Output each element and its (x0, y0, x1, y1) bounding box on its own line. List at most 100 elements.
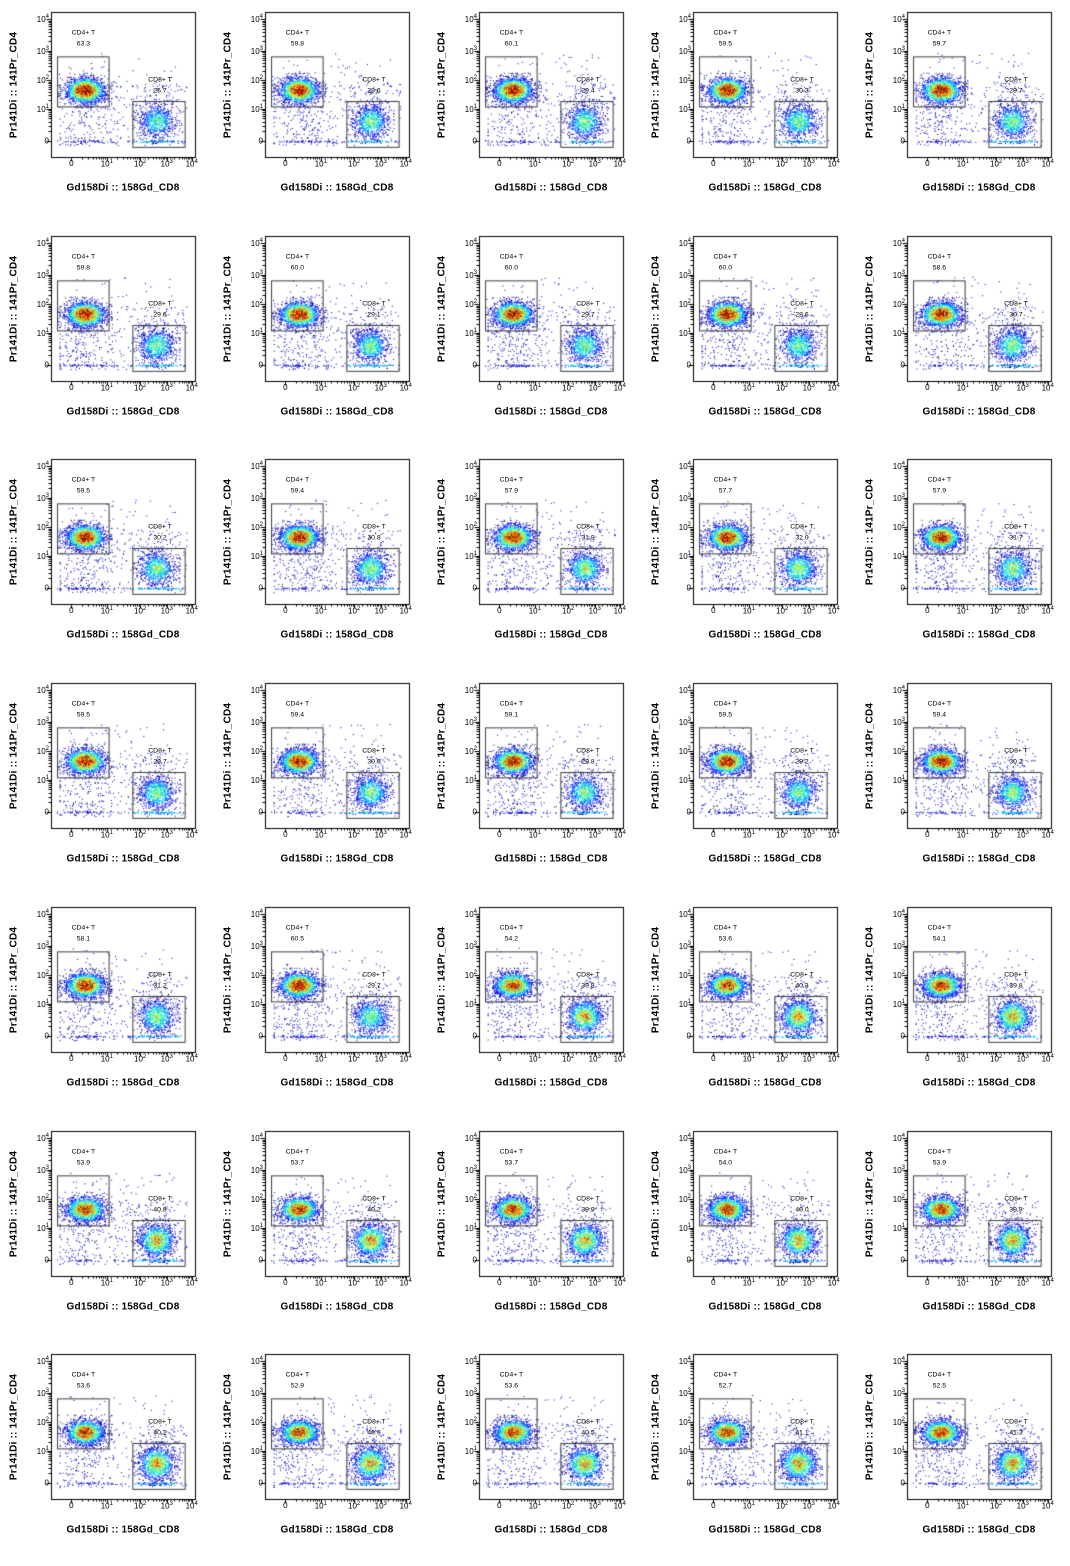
density-scatter-canvas (428, 1119, 642, 1343)
y-tick-label: 0 (258, 1478, 263, 1488)
x-tick-label: 103 (802, 159, 815, 169)
x-tick-label: 104 (1041, 383, 1054, 393)
x-tick-label: 101 (314, 830, 327, 840)
cd8-gate-percentage: 30.2 (1009, 758, 1023, 766)
y-tick-label: 102 (892, 75, 905, 86)
x-tick-label: 104 (1041, 1278, 1054, 1288)
flow-panel-r2c1: Gd158Di :: 158Gd_CD8 Pr141Di :: 141Pr_CD4… (0, 224, 214, 448)
cd4-gate-label: CD4+ T (71, 476, 96, 484)
cd4-gate-label: CD4+ T (285, 253, 310, 261)
y-tick-label: 0 (900, 1031, 905, 1041)
x-tick-label: 101 (314, 159, 327, 169)
x-axis-title: Gd158Di :: 158Gd_CD8 (708, 1524, 822, 1536)
density-scatter-canvas (642, 671, 856, 895)
cd4-gate-percentage: 52.5 (932, 1382, 947, 1390)
cd8-gate-percentage: 31.7 (1009, 534, 1023, 542)
x-tick-label: 102 (776, 1278, 789, 1288)
x-tick-label: 103 (160, 383, 173, 393)
y-tick-label: 103 (464, 941, 477, 951)
x-tick-label: 0 (711, 606, 716, 615)
x-tick-label: 102 (776, 606, 789, 616)
x-tick-label: 104 (613, 383, 626, 393)
cd8-gate-percentage: 29.1 (367, 311, 381, 319)
y-tick-label: 104 (464, 909, 477, 920)
y-tick-label: 102 (678, 970, 691, 981)
x-tick-label: 101 (528, 1054, 541, 1064)
x-tick-label: 101 (742, 159, 755, 169)
y-axis-title: Pr141Di :: 141Pr_CD4 (436, 31, 448, 138)
cd4-gate-label: CD4+ T (713, 29, 738, 37)
x-tick-label: 0 (711, 830, 716, 839)
x-tick-label: 103 (1016, 383, 1029, 393)
cd8-gate-percentage: 30.3 (795, 87, 809, 95)
cd4-gate-label: CD4+ T (285, 700, 310, 708)
x-tick-label: 103 (160, 606, 173, 616)
cd8-gate-percentage: 40.2 (367, 1206, 381, 1214)
y-tick-label: 0 (44, 1255, 49, 1265)
density-scatter-canvas (428, 447, 642, 671)
x-tick-label: 103 (374, 1278, 387, 1288)
y-tick-label: 101 (464, 998, 477, 1009)
x-tick-label: 0 (925, 1054, 930, 1063)
y-tick-label: 0 (472, 583, 477, 593)
cd8-gate-percentage: 40.2 (153, 1429, 167, 1437)
cd4-gate-label: CD4+ T (71, 924, 96, 932)
y-tick-label: 0 (258, 1031, 263, 1041)
flow-panel-r7c4: Gd158Di :: 158Gd_CD8 Pr141Di :: 141Pr_CD4… (642, 1342, 856, 1566)
cd8-gate-label: CD8+ T (576, 76, 600, 84)
x-tick-label: 101 (956, 159, 969, 169)
x-tick-label: 103 (374, 159, 387, 169)
cd4-gate-percentage: 58.1 (76, 935, 91, 943)
x-tick-label: 101 (528, 1501, 541, 1511)
x-tick-label: 102 (134, 1278, 147, 1288)
cd4-gate-label: CD4+ T (927, 700, 952, 708)
density-scatter-canvas (0, 0, 214, 224)
y-axis-title: Pr141Di :: 141Pr_CD4 (8, 1373, 20, 1480)
x-axis-title: Gd158Di :: 158Gd_CD8 (494, 182, 608, 194)
x-tick-label: 103 (1016, 830, 1029, 840)
x-tick-label: 102 (990, 383, 1003, 393)
y-tick-label: 103 (250, 1165, 263, 1175)
y-tick-label: 104 (36, 1356, 49, 1367)
y-tick-label: 104 (250, 1356, 263, 1367)
y-tick-label: 103 (36, 46, 49, 56)
x-tick-label: 0 (711, 159, 716, 168)
cd8-gate-percentage: 30.2 (153, 534, 167, 542)
y-tick-label: 104 (678, 685, 691, 696)
x-tick-label: 103 (1016, 1054, 1029, 1064)
cd8-gate-label: CD8+ T (362, 523, 386, 531)
y-tick-label: 104 (892, 1356, 905, 1367)
y-tick-label: 102 (250, 75, 263, 86)
cd4-gate-percentage: 53.9 (932, 1159, 947, 1167)
x-tick-label: 104 (185, 383, 198, 393)
cd4-gate-label: CD4+ T (499, 700, 524, 708)
x-tick-label: 101 (742, 830, 755, 840)
x-tick-label: 101 (314, 1278, 327, 1288)
flow-panel-r5c3: Gd158Di :: 158Gd_CD8 Pr141Di :: 141Pr_CD4… (428, 895, 642, 1119)
y-tick-label: 103 (678, 1165, 691, 1175)
y-tick-label: 104 (892, 238, 905, 249)
y-tick-label: 104 (250, 461, 263, 472)
y-tick-label: 101 (36, 1222, 49, 1233)
y-tick-label: 101 (250, 998, 263, 1009)
cd4-gate-label: CD4+ T (285, 29, 310, 37)
x-axis-title: Gd158Di :: 158Gd_CD8 (494, 629, 608, 641)
y-tick-label: 104 (250, 1133, 263, 1144)
flow-panel-r2c2: Gd158Di :: 158Gd_CD8 Pr141Di :: 141Pr_CD4… (214, 224, 428, 448)
x-tick-label: 103 (588, 830, 601, 840)
x-axis-title: Gd158Di :: 158Gd_CD8 (922, 1524, 1036, 1536)
cd8-gate-label: CD8+ T (576, 1195, 600, 1203)
x-tick-label: 104 (613, 606, 626, 616)
density-scatter-canvas (214, 671, 428, 895)
y-tick-label: 103 (892, 270, 905, 280)
y-tick-label: 101 (250, 1445, 263, 1456)
cd8-gate-percentage: 29.8 (581, 758, 595, 766)
x-tick-label: 102 (348, 383, 361, 393)
cd4-gate-label: CD4+ T (499, 1148, 524, 1156)
x-axis-title: Gd158Di :: 158Gd_CD8 (494, 1077, 608, 1089)
x-tick-label: 102 (990, 830, 1003, 840)
x-tick-label: 104 (1041, 1501, 1054, 1511)
cd4-gate-label: CD4+ T (499, 476, 524, 484)
x-tick-label: 0 (69, 606, 74, 615)
x-tick-label: 104 (827, 830, 840, 840)
